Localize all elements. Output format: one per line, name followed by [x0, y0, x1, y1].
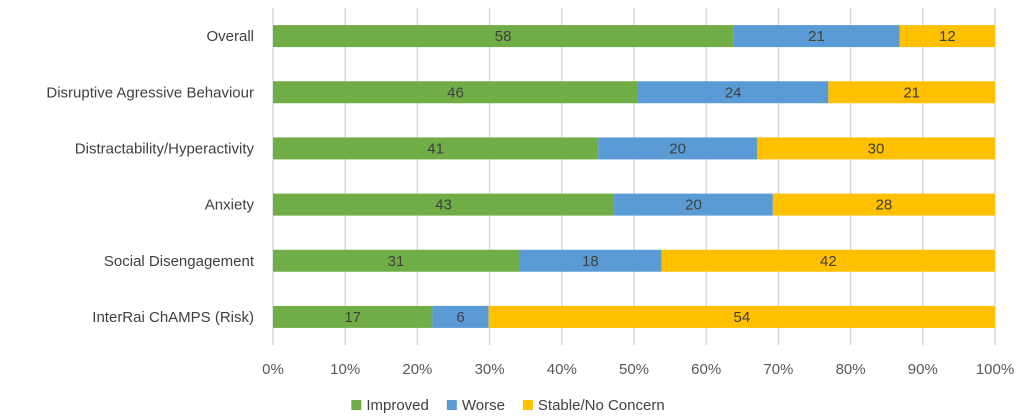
bar-segment [518, 249, 662, 272]
legend-label: Stable/No Concern [538, 397, 665, 414]
bar-segment [273, 81, 638, 104]
bar-segment [899, 25, 995, 48]
x-tick-label: 60% [691, 361, 721, 378]
bar-segment [273, 305, 433, 328]
bar-segment [273, 193, 615, 216]
legend-swatch [446, 400, 457, 410]
data-label: 54 [733, 309, 750, 326]
bar-segment [598, 137, 757, 160]
data-label: 41 [427, 140, 444, 157]
x-tick-label: 10% [330, 361, 360, 378]
data-label: 24 [725, 84, 742, 101]
bar-segment [432, 305, 489, 328]
bar-segment [614, 193, 773, 216]
x-tick-label: 90% [908, 361, 938, 378]
bar-segment [273, 249, 519, 272]
data-label: 28 [876, 197, 893, 214]
bar-segment [273, 137, 599, 160]
data-label: 46 [447, 84, 464, 101]
bar-segment [733, 25, 900, 48]
legend: Improved Worse Stable/No Concern [351, 397, 665, 414]
category-label: Anxiety [205, 197, 255, 214]
x-tick-label: 30% [475, 361, 505, 378]
x-tick-label: 0% [262, 361, 284, 378]
x-tick-label: 20% [402, 361, 432, 378]
category-labels: Overall Disruptive Agressive Behaviour Dis… [46, 28, 254, 326]
x-tick-label: 80% [836, 361, 866, 378]
legend-label: Improved [366, 397, 429, 414]
data-label: 20 [669, 140, 686, 157]
bar-segment [772, 193, 995, 216]
bar-segment [828, 81, 995, 104]
data-label: 6 [456, 309, 464, 326]
bar-segment [488, 305, 995, 328]
bar-segment [661, 249, 995, 272]
data-label: 31 [388, 253, 405, 270]
bars: 58 21 12 46 24 21 41 20 30 43 20 28 31 18 42 17 6 54 [273, 25, 995, 328]
data-label: 30 [868, 140, 885, 157]
category-label: InterRai ChAMPS (Risk) [92, 309, 254, 326]
gridlines [272, 8, 996, 345]
x-tick-label: 50% [619, 361, 649, 378]
x-tick-label: 40% [547, 361, 577, 378]
data-label: 18 [582, 253, 599, 270]
bar-segment [637, 81, 829, 104]
bar-segment [273, 25, 734, 48]
data-label: 17 [344, 309, 361, 326]
data-label: 21 [808, 28, 825, 45]
data-label: 58 [495, 28, 512, 45]
x-axis-tick-labels: 0% 10% 20% 30% 40% 50% 60% 70% 80% 90% 100% [262, 361, 1014, 378]
data-label: 43 [435, 197, 452, 214]
data-label: 21 [903, 84, 920, 101]
bar-segment [756, 137, 995, 160]
category-label: Social Disengagement [104, 253, 255, 270]
category-label: Overall [206, 28, 254, 45]
legend-label: Worse [462, 397, 505, 414]
x-tick-label: 70% [763, 361, 793, 378]
data-label: 20 [685, 197, 702, 214]
data-label: 42 [820, 253, 837, 270]
category-label: Disruptive Agressive Behaviour [46, 84, 254, 101]
legend-swatch [351, 400, 362, 410]
x-tick-label: 100% [976, 361, 1014, 378]
data-label: 12 [939, 28, 956, 45]
category-label: Distractability/Hyperactivity [75, 140, 255, 157]
legend-swatch [522, 400, 533, 410]
